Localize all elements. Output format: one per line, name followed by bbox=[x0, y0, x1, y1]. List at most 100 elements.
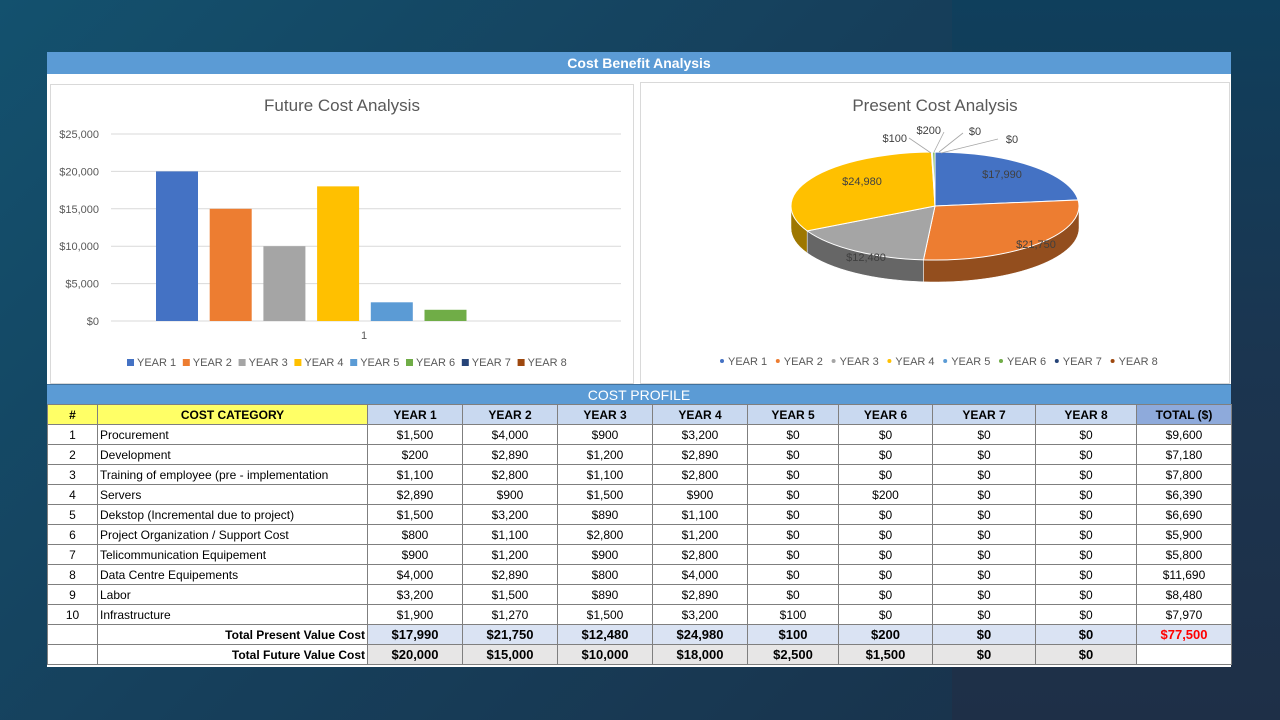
table-cell[interactable]: $0 bbox=[932, 464, 1036, 485]
table-cell[interactable]: $0 bbox=[747, 484, 839, 505]
table-cell[interactable]: Telicommunication Equipement bbox=[97, 544, 368, 565]
table-cell[interactable]: $0 bbox=[838, 464, 933, 485]
total-cell[interactable]: $17,990 bbox=[367, 624, 463, 645]
table-cell[interactable]: $0 bbox=[838, 544, 933, 565]
table-cell[interactable]: $2,800 bbox=[462, 464, 558, 485]
table-cell[interactable]: $9,600 bbox=[1136, 424, 1232, 445]
table-cell[interactable]: $0 bbox=[838, 604, 933, 625]
table-cell[interactable]: $0 bbox=[1035, 484, 1137, 505]
table-cell[interactable]: $7,180 bbox=[1136, 444, 1232, 465]
total-cell[interactable]: $15,000 bbox=[462, 644, 558, 665]
table-cell[interactable]: $900 bbox=[367, 544, 463, 565]
table-cell[interactable]: $1,900 bbox=[367, 604, 463, 625]
total-cell[interactable]: $0 bbox=[1035, 624, 1137, 645]
table-cell[interactable]: $1,500 bbox=[462, 584, 558, 605]
table-cell[interactable]: 7 bbox=[47, 544, 98, 565]
table-cell[interactable]: Training of employee (pre - implementati… bbox=[97, 464, 368, 485]
table-cell[interactable]: $2,800 bbox=[652, 544, 748, 565]
table-cell[interactable]: $4,000 bbox=[652, 564, 748, 585]
table-cell[interactable]: $6,690 bbox=[1136, 504, 1232, 525]
table-cell[interactable]: $0 bbox=[838, 424, 933, 445]
table-cell[interactable]: $3,200 bbox=[652, 604, 748, 625]
table-cell[interactable]: Infrastructure bbox=[97, 604, 368, 625]
table-cell[interactable]: $0 bbox=[932, 584, 1036, 605]
total-cell[interactable]: $1,500 bbox=[838, 644, 933, 665]
table-cell[interactable]: $0 bbox=[838, 524, 933, 545]
table-cell[interactable]: $3,200 bbox=[652, 424, 748, 445]
table-cell[interactable]: $0 bbox=[747, 504, 839, 525]
total-cell[interactable]: $21,750 bbox=[462, 624, 558, 645]
table-cell[interactable]: $0 bbox=[838, 564, 933, 585]
total-cell[interactable]: $0 bbox=[932, 644, 1036, 665]
table-cell[interactable]: $0 bbox=[932, 604, 1036, 625]
table-cell[interactable]: Project Organization / Support Cost bbox=[97, 524, 368, 545]
table-cell[interactable]: $5,800 bbox=[1136, 544, 1232, 565]
table-cell[interactable]: $0 bbox=[838, 444, 933, 465]
table-cell[interactable]: $0 bbox=[932, 564, 1036, 585]
table-cell[interactable]: $800 bbox=[557, 564, 653, 585]
total-cell[interactable]: $10,000 bbox=[557, 644, 653, 665]
table-cell[interactable]: $900 bbox=[557, 544, 653, 565]
table-cell[interactable]: $1,100 bbox=[652, 504, 748, 525]
table-cell[interactable]: Labor bbox=[97, 584, 368, 605]
table-cell[interactable]: $8,480 bbox=[1136, 584, 1232, 605]
table-cell[interactable]: $2,890 bbox=[652, 584, 748, 605]
total-cell[interactable]: $0 bbox=[1035, 644, 1137, 665]
total-cell[interactable]: $20,000 bbox=[367, 644, 463, 665]
table-cell[interactable]: 3 bbox=[47, 464, 98, 485]
total-cell[interactable]: $77,500 bbox=[1136, 624, 1232, 645]
table-cell[interactable]: $0 bbox=[932, 504, 1036, 525]
total-cell[interactable]: $0 bbox=[932, 624, 1036, 645]
table-cell[interactable]: $1,500 bbox=[557, 484, 653, 505]
total-cell[interactable]: $100 bbox=[747, 624, 839, 645]
table-cell[interactable]: $1,100 bbox=[557, 464, 653, 485]
total-cell[interactable]: $24,980 bbox=[652, 624, 748, 645]
total-cell[interactable]: $12,480 bbox=[557, 624, 653, 645]
total-cell[interactable]: $2,500 bbox=[747, 644, 839, 665]
future-cost-chart[interactable]: Future Cost Analysis $0 $5,000 $10,000 $15,0… bbox=[50, 84, 634, 384]
total-cell[interactable] bbox=[1136, 644, 1232, 665]
table-cell[interactable]: $0 bbox=[747, 424, 839, 445]
table-cell[interactable]: $11,690 bbox=[1136, 564, 1232, 585]
table-cell[interactable]: $0 bbox=[1035, 464, 1137, 485]
table-cell[interactable]: $2,800 bbox=[652, 464, 748, 485]
table-cell[interactable]: $1,200 bbox=[652, 524, 748, 545]
table-cell[interactable]: $2,800 bbox=[557, 524, 653, 545]
table-cell[interactable]: $1,100 bbox=[367, 464, 463, 485]
table-cell[interactable]: $1,100 bbox=[462, 524, 558, 545]
table-cell[interactable]: $0 bbox=[932, 444, 1036, 465]
table-cell[interactable]: $200 bbox=[367, 444, 463, 465]
table-cell[interactable]: $0 bbox=[932, 524, 1036, 545]
table-cell[interactable]: $900 bbox=[652, 484, 748, 505]
table-cell[interactable]: $4,000 bbox=[367, 564, 463, 585]
table-cell[interactable]: $2,890 bbox=[462, 564, 558, 585]
table-cell[interactable]: 10 bbox=[47, 604, 98, 625]
table-cell[interactable]: $0 bbox=[1035, 564, 1137, 585]
table-cell[interactable]: $0 bbox=[1035, 504, 1137, 525]
table-cell[interactable]: 5 bbox=[47, 504, 98, 525]
total-cell[interactable]: $200 bbox=[838, 624, 933, 645]
table-cell[interactable]: $1,200 bbox=[462, 544, 558, 565]
table-cell[interactable]: $0 bbox=[747, 584, 839, 605]
table-cell[interactable]: $0 bbox=[838, 584, 933, 605]
table-cell[interactable]: Procurement bbox=[97, 424, 368, 445]
table-cell[interactable]: $0 bbox=[932, 544, 1036, 565]
table-cell[interactable]: $890 bbox=[557, 504, 653, 525]
table-cell[interactable]: $0 bbox=[747, 564, 839, 585]
table-cell[interactable]: $0 bbox=[1035, 604, 1137, 625]
table-cell[interactable]: 2 bbox=[47, 444, 98, 465]
table-cell[interactable]: 9 bbox=[47, 584, 98, 605]
table-cell[interactable]: $5,900 bbox=[1136, 524, 1232, 545]
table-cell[interactable]: 4 bbox=[47, 484, 98, 505]
table-cell[interactable]: $3,200 bbox=[367, 584, 463, 605]
table-cell[interactable]: $890 bbox=[557, 584, 653, 605]
table-cell[interactable]: 8 bbox=[47, 564, 98, 585]
table-cell[interactable]: $1,500 bbox=[367, 424, 463, 445]
table-cell[interactable]: $0 bbox=[747, 524, 839, 545]
table-cell[interactable]: $1,270 bbox=[462, 604, 558, 625]
table-cell[interactable]: $1,500 bbox=[367, 504, 463, 525]
total-cell[interactable]: $18,000 bbox=[652, 644, 748, 665]
table-cell[interactable]: $3,200 bbox=[462, 504, 558, 525]
table-cell[interactable]: 6 bbox=[47, 524, 98, 545]
table-cell[interactable]: $0 bbox=[1035, 424, 1137, 445]
